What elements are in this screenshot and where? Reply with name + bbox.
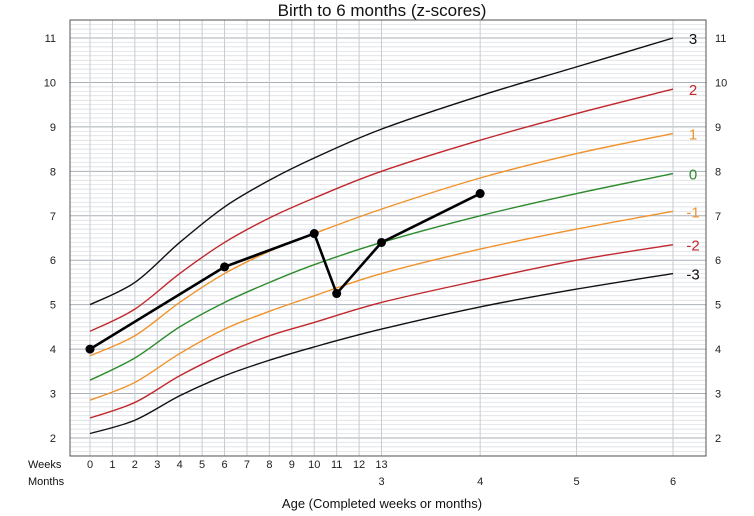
y-tick-label: 9 [50,122,56,134]
z-curve-minus3 [89,272,674,435]
x-tick-label-week: 2 [132,459,138,471]
measurement-point [220,262,230,272]
z-curve-0 [89,172,674,381]
x-tick-label-week: 11 [331,459,342,471]
y-tick-labels-right: 2 3 4 5 6 7 8 9 10 11 [715,33,727,445]
z-curve-2 [89,88,674,332]
measurement-point [377,237,386,247]
x-tick-label-week: 4 [177,459,183,471]
measurement-point [332,289,342,299]
y-tick-label: 4 [715,344,721,356]
measurement-point [475,189,485,199]
y-tick-label: 7 [715,211,721,223]
z-curve-3 [89,37,674,306]
x-tick-label-month: 3 [378,476,384,488]
z-score-label: 3 [689,31,697,48]
y-tick-label: 5 [715,300,721,312]
y-tick-label: 6 [715,255,721,267]
y-tick-label: 8 [50,166,56,178]
x-tick-label-week: 7 [244,459,250,471]
x-tick-label-week: 5 [199,459,205,471]
y-tick-label: 10 [44,77,56,89]
y-tick-label: 2 [50,433,56,445]
measurement-point [85,344,95,354]
x-axis-title: Age (Completed weeks or months) [282,496,482,511]
z-score-label: 1 [689,127,697,144]
z-curve-minus2 [89,243,674,419]
z-score-label: -3 [686,267,699,284]
z-curve-minus1 [89,210,674,401]
measurement-line [89,192,481,351]
months-row-label: Months [28,476,65,488]
z-score-label: 2 [689,82,697,99]
x-tick-label-week: 9 [289,459,295,471]
z-score-label: -2 [686,238,699,255]
y-tick-label: 4 [50,344,56,356]
y-tick-labels-left: 2 3 4 5 6 7 8 9 10 11 [44,33,56,445]
y-tick-label: 8 [715,166,721,178]
x-tick-label-week: 12 [353,459,365,471]
x-tick-label-month: 5 [574,476,580,488]
x-tick-label-month: 6 [670,476,676,488]
y-tick-label: 10 [715,77,727,89]
z-score-label: -1 [686,204,699,221]
z-score-labels: 3 2 1 0 -1 -2 -3 [686,31,699,284]
x-tick-label-month: 4 [477,476,483,488]
x-tick-label-week: 13 [375,459,387,471]
y-tick-label: 3 [50,389,56,401]
z-score-curves [89,37,674,435]
x-tick-label-week: 10 [308,459,320,471]
chart-title: Birth to 6 months (z-scores) [278,1,487,20]
x-tick-labels: 0 1 2 3 4 5 6 7 8 9 10 11 12 133 4 5 6 [87,459,676,488]
y-tick-label: 5 [50,300,56,312]
y-tick-label: 2 [715,433,721,445]
x-tick-label-week: 3 [154,459,160,471]
y-tick-label: 7 [50,211,56,223]
y-tick-label: 11 [715,33,726,45]
y-tick-label: 3 [715,389,721,401]
measurement-series [85,189,485,354]
z-score-label: 0 [689,167,697,184]
x-tick-label-week: 0 [87,459,93,471]
y-tick-label: 11 [45,33,56,45]
plot-frame [69,19,707,457]
y-tick-label: 9 [715,122,721,134]
x-tick-label-week: 8 [266,459,272,471]
measurement-point [309,229,319,239]
x-tick-label-week: 6 [221,459,227,471]
x-tick-label-week: 1 [109,459,115,471]
y-tick-label: 6 [50,255,56,267]
weeks-row-label: Weeks [28,459,62,471]
